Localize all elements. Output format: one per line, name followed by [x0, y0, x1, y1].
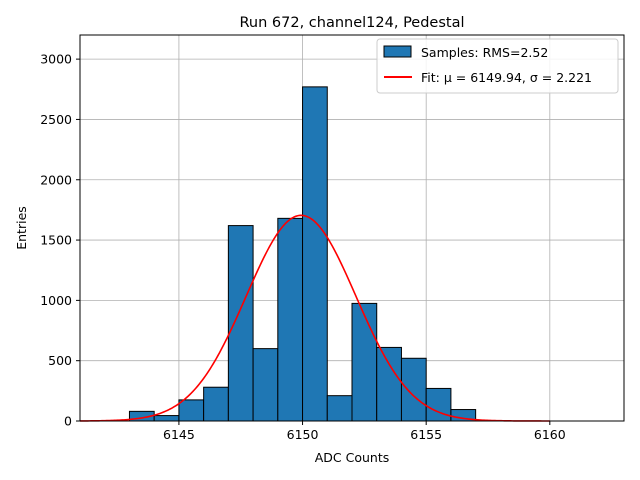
y-tick-label: 3000	[40, 52, 72, 67]
legend: Samples: RMS=2.52 Fit: μ = 6149.94, σ = …	[376, 38, 619, 94]
y-axis-ticks: 0 500 1000 1500 2000 2500 3000	[40, 52, 80, 429]
fit-curve	[79, 214, 550, 422]
histogram-bar	[302, 86, 328, 422]
legend-histogram-swatch	[383, 45, 412, 58]
y-tick-label: 1500	[40, 233, 72, 248]
y-tick-label: 2500	[40, 112, 72, 127]
legend-box	[376, 38, 619, 94]
histogram-bar	[227, 225, 254, 422]
histogram-bars	[128, 86, 477, 422]
histogram-bar	[425, 387, 452, 422]
legend-fit-label: Fit: μ = 6149.94, σ = 2.221	[421, 70, 592, 85]
x-tick-label: 6145	[163, 427, 195, 442]
fit-curve-group	[79, 214, 550, 422]
histogram-bar	[153, 415, 180, 422]
histogram-bar	[252, 348, 279, 422]
y-tick-label: 1000	[40, 293, 72, 308]
y-tick-label: 2000	[40, 172, 72, 187]
y-axis-label: Entries	[14, 206, 29, 250]
y-tick-label: 500	[48, 353, 72, 368]
histogram-bar	[178, 399, 205, 422]
histogram-bar	[376, 346, 402, 422]
legend-histogram-label: Samples: RMS=2.52	[421, 45, 548, 60]
x-tick-label: 6155	[410, 427, 442, 442]
histogram-bar	[277, 217, 304, 422]
x-axis-label: ADC Counts	[315, 450, 390, 465]
x-tick-label: 6160	[534, 427, 566, 442]
histogram-bar	[351, 302, 378, 422]
y-tick-label: 0	[64, 414, 72, 429]
x-tick-label: 6150	[287, 427, 319, 442]
chart-title: Run 672, channel124, Pedestal	[239, 15, 464, 31]
histogram-bar	[326, 395, 353, 422]
x-axis-ticks: 6145 6150 6155 6160	[163, 421, 566, 442]
plot-frame	[79, 34, 625, 422]
histogram-bar	[203, 386, 229, 422]
histogram-bar	[400, 357, 427, 422]
